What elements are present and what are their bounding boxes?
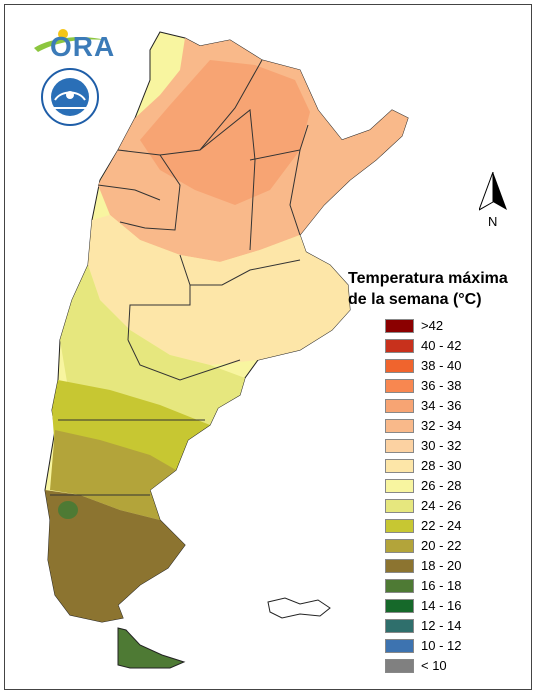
legend-swatch bbox=[385, 419, 414, 433]
legend-label: 12 - 14 bbox=[421, 618, 462, 633]
tierra-del-fuego bbox=[117, 627, 186, 669]
legend-swatch bbox=[385, 579, 414, 593]
legend-label: 18 - 20 bbox=[421, 558, 462, 573]
legend-swatch bbox=[385, 479, 414, 493]
legend-label: 32 - 34 bbox=[421, 418, 462, 433]
ora-logo-text: ORA bbox=[50, 31, 116, 62]
north-arrow-label: N bbox=[488, 214, 498, 229]
legend-label: 22 - 24 bbox=[421, 518, 462, 533]
legend-label: 20 - 22 bbox=[421, 538, 462, 553]
temp-zone-24-26 bbox=[60, 265, 245, 425]
legend-swatch bbox=[385, 659, 414, 673]
temp-zone-28-30 bbox=[88, 215, 350, 365]
islas-malvinas bbox=[267, 597, 331, 619]
legend-label: 34 - 36 bbox=[421, 398, 462, 413]
legend-swatch bbox=[385, 439, 414, 453]
legend-swatch bbox=[385, 359, 414, 373]
legend-swatch bbox=[385, 499, 414, 513]
legend-label: 14 - 16 bbox=[421, 598, 462, 613]
legend-label: 10 - 12 bbox=[421, 638, 462, 653]
legend-swatch bbox=[385, 519, 414, 533]
legend-label: 28 - 30 bbox=[421, 458, 462, 473]
legend-label: 16 - 18 bbox=[421, 578, 462, 593]
north-arrow-icon bbox=[479, 172, 507, 211]
legend-swatch bbox=[385, 559, 414, 573]
temp-zone-16-18-andes bbox=[58, 501, 78, 519]
temp-zone-18-20 bbox=[45, 490, 185, 622]
legend-swatch bbox=[385, 459, 414, 473]
province-borders bbox=[50, 59, 309, 496]
legend-swatch bbox=[385, 379, 414, 393]
legend-swatch bbox=[385, 339, 414, 353]
legend-swatch bbox=[385, 619, 414, 633]
legend-title: Temperatura máxima de la semana (°C) bbox=[348, 268, 538, 310]
legend-label: < 10 bbox=[421, 658, 447, 673]
temp-zone-32-34-core bbox=[140, 60, 310, 205]
legend-label: 26 - 28 bbox=[421, 478, 462, 493]
legend-label: 30 - 32 bbox=[421, 438, 462, 453]
legend-swatch bbox=[385, 319, 414, 333]
legend-swatch bbox=[385, 539, 414, 553]
legend-label: 38 - 40 bbox=[421, 358, 462, 373]
legend-title-line1: Temperatura máxima bbox=[348, 270, 508, 287]
ora-logo bbox=[34, 29, 106, 52]
legend-swatch bbox=[385, 599, 414, 613]
legend-label: 36 - 38 bbox=[421, 378, 462, 393]
legend-label: >42 bbox=[421, 318, 444, 333]
legend-title-line2: de la semana (°C) bbox=[348, 291, 482, 308]
legend-swatch bbox=[385, 399, 414, 413]
legend-swatch bbox=[385, 639, 414, 653]
legend-label: 40 - 42 bbox=[421, 338, 462, 353]
legend-label: 24 - 26 bbox=[421, 498, 462, 513]
temp-zone-20-22 bbox=[50, 430, 176, 520]
smn-seal bbox=[41, 68, 99, 126]
